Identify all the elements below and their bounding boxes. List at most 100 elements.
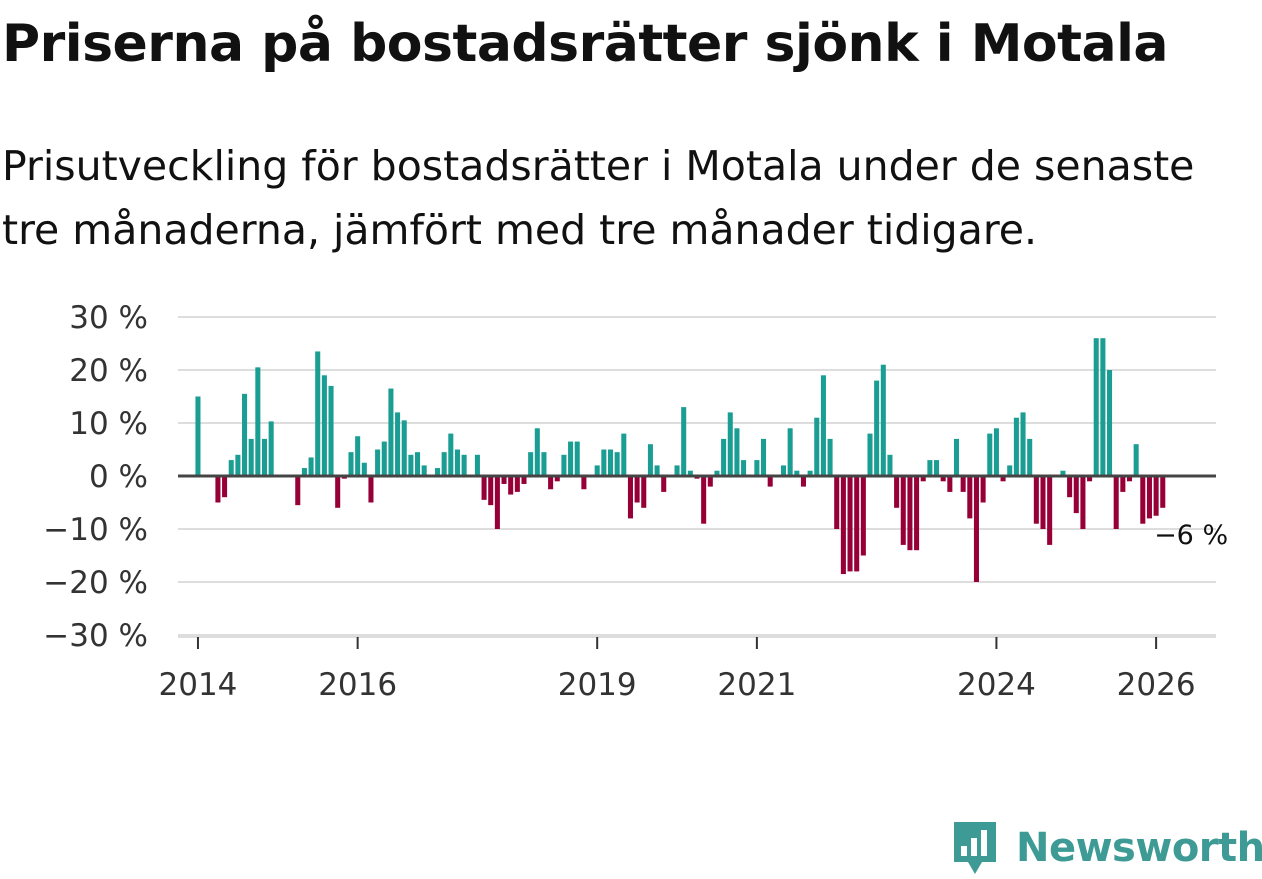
bar	[481, 476, 487, 500]
bar	[714, 470, 720, 476]
bar	[854, 476, 860, 572]
bar	[534, 428, 540, 476]
bar	[1007, 465, 1013, 476]
bar	[754, 460, 760, 476]
bar	[195, 396, 201, 476]
bar	[421, 465, 427, 476]
bars	[195, 338, 1166, 582]
gridlines	[178, 316, 1216, 636]
bar	[980, 476, 986, 503]
bar	[1047, 476, 1053, 545]
bar	[594, 465, 600, 476]
bar	[907, 476, 913, 551]
bar	[448, 433, 454, 476]
bar	[1027, 438, 1033, 476]
bar	[727, 412, 733, 476]
bar	[1093, 338, 1099, 476]
bar	[561, 454, 567, 476]
bar	[355, 436, 361, 476]
x-tick-label: 2026	[1117, 667, 1196, 703]
bar	[541, 452, 547, 476]
bar	[827, 438, 833, 476]
bar	[461, 454, 467, 476]
bar	[701, 476, 707, 524]
bar	[401, 420, 407, 476]
annotations: −6 %	[1154, 520, 1228, 551]
y-tick-label: −30 %	[43, 618, 148, 654]
chart-subtitle: Prisutveckling för bostadsrätter i Motal…	[2, 142, 1195, 254]
bar	[887, 454, 893, 476]
bar	[308, 457, 314, 476]
y-tick-label: −10 %	[43, 512, 148, 548]
bar	[687, 470, 693, 476]
bar	[1060, 470, 1066, 476]
bar	[361, 462, 367, 476]
bar	[721, 438, 727, 476]
bar	[920, 476, 926, 482]
bar	[1160, 476, 1166, 508]
bar	[295, 476, 301, 506]
bar	[814, 417, 820, 476]
bar	[654, 465, 660, 476]
bar	[993, 428, 999, 476]
bar	[601, 449, 607, 476]
bar	[261, 438, 268, 476]
bar	[268, 421, 274, 476]
chart-title: Priserna på bostadsrätter sjönk i Motala	[2, 14, 1169, 74]
bar	[1020, 412, 1026, 476]
bar	[900, 476, 906, 545]
bar	[767, 476, 773, 487]
bar	[614, 452, 620, 476]
bar	[454, 449, 460, 476]
bar	[1153, 476, 1159, 516]
bar	[880, 364, 886, 476]
bar	[787, 428, 793, 476]
bar	[647, 444, 653, 476]
bar	[940, 476, 946, 482]
bar	[494, 476, 500, 529]
bar	[441, 452, 447, 476]
bar	[627, 476, 633, 519]
bar	[415, 452, 421, 476]
bar	[255, 367, 261, 476]
bar	[301, 468, 307, 476]
bar	[734, 428, 740, 476]
bar	[395, 412, 401, 476]
bar	[1113, 476, 1119, 529]
bar	[634, 476, 640, 503]
bar	[368, 476, 374, 503]
bar	[568, 441, 574, 476]
bar	[1013, 417, 1019, 476]
bar	[508, 476, 514, 495]
bar	[1000, 476, 1006, 482]
bar	[681, 407, 687, 476]
bar	[1120, 476, 1126, 492]
bar	[967, 476, 973, 519]
bar	[474, 454, 480, 476]
bar	[574, 441, 580, 476]
bar	[794, 470, 800, 476]
bar	[661, 476, 667, 492]
bar	[222, 476, 228, 498]
bar	[215, 476, 221, 503]
bar	[953, 438, 960, 476]
bar	[894, 476, 900, 508]
bar	[860, 476, 866, 556]
x-tick-label: 2024	[957, 667, 1036, 703]
bar	[674, 465, 680, 476]
y-tick-label: 30 %	[69, 300, 148, 336]
bar	[1067, 476, 1073, 498]
bar	[235, 454, 241, 476]
bar	[947, 476, 953, 492]
bar	[834, 476, 840, 529]
newsworthy-logo: Newsworthy	[950, 818, 1262, 878]
bar	[914, 476, 920, 551]
bar	[548, 476, 554, 490]
bar	[528, 452, 534, 476]
bar	[1080, 476, 1086, 529]
x-axis: 2014 2016 2019 2021 2024 2026	[159, 636, 1216, 703]
bar	[375, 449, 381, 476]
bar	[867, 433, 873, 476]
bar	[381, 441, 387, 476]
chart-bars-speech-bubble-icon	[954, 822, 996, 874]
